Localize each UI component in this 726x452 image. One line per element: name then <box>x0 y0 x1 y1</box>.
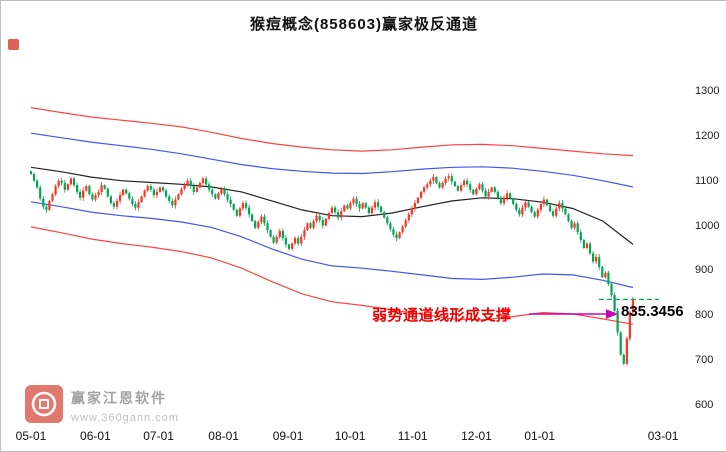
watermark: 赢家江恩软件 www.360gann.com <box>25 385 179 424</box>
y-axis-tick-label: 1100 <box>695 174 719 187</box>
y-axis-tick-label: 900 <box>695 264 714 277</box>
candles-layer <box>29 170 635 366</box>
x-axis-tick-label: 03-01 <box>647 429 679 443</box>
support-annotation-text: 弱势通道线形成支撑 <box>372 307 512 324</box>
x-axis-tick-label: 09-01 <box>272 429 304 443</box>
watermark-brand-text: 赢家江恩软件 <box>71 390 167 406</box>
brand-mini-logo-icon <box>8 39 19 50</box>
channel-line-lower-outer-red <box>30 226 634 325</box>
x-axis-tick-label: 11-01 <box>397 429 428 443</box>
x-axis-tick-label: 08-01 <box>208 429 239 443</box>
y-axis-tick-label: 700 <box>695 354 714 367</box>
channel-line-lower-inner-blue <box>30 201 634 289</box>
x-axis-tick-label: 05-01 <box>15 429 47 443</box>
x-axis-tick-label: 06-01 <box>80 429 111 443</box>
y-axis-tick-label: 1200 <box>695 129 720 142</box>
support-arrow-head <box>606 309 618 319</box>
chart-title: 猴痘概念(858603)赢家极反通道 <box>249 16 479 33</box>
watermark-site-text: www.360gann.com <box>71 412 179 424</box>
x-axis-tick-label: 12-01 <box>461 429 492 443</box>
x-axis-tick-label: 01-01 <box>524 429 556 443</box>
channel-line-upper-inner-blue <box>30 132 634 188</box>
channel-line-upper-outer-red <box>30 107 634 157</box>
y-axis-tick-label: 600 <box>695 399 714 411</box>
y-axis-tick-label: 1300 <box>695 85 720 97</box>
y-axis-tick-label: 1000 <box>695 219 720 232</box>
brand-logo-icon <box>25 385 63 423</box>
x-axis-tick-label: 10-01 <box>334 429 366 443</box>
support-price-label: 835.3456 <box>621 303 684 320</box>
x-axis-tick-label: 07-01 <box>143 429 174 443</box>
channel-line-mid-black <box>30 166 634 245</box>
y-axis-tick-label: 800 <box>695 309 714 322</box>
